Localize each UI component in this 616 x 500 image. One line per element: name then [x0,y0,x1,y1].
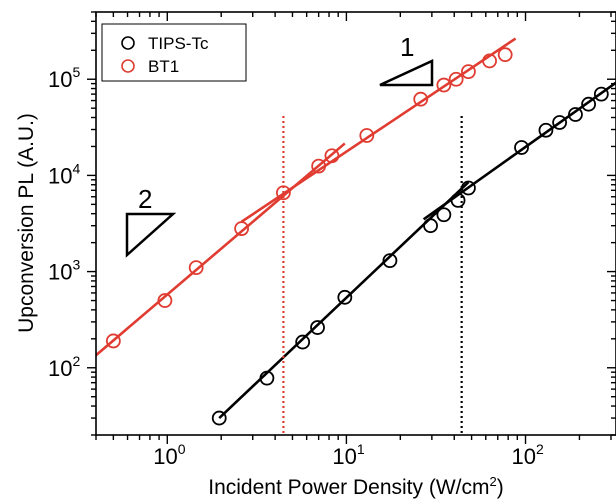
x-axis-title: Incident Power Density (W/cm2) [208,474,503,499]
x-tick-label: 102 [512,441,544,469]
slope-1-triangle [379,59,434,87]
x-tick-label: 100 [153,441,185,469]
legend-label-tips-tc: TIPS-Tc [148,34,209,53]
series-lines [95,37,616,420]
data-point-tips-tc [552,115,568,130]
data-point-bt1 [497,47,513,63]
data-point-tips-tc [514,140,529,155]
data-point-tips-tc [295,334,311,350]
x-axis-ticks: 100 101 102 [95,12,612,469]
data-point-tips-tc [310,320,325,335]
slope-1-label: 1 [400,32,414,62]
data-point-bt1 [359,128,375,143]
data-point-bt1 [413,91,429,107]
fit-line-tips-tc-2 [422,81,616,221]
data-point-tips-tc [423,218,438,234]
data-point-tips-tc [259,370,275,386]
data-point-tips-tc [211,410,227,426]
data-point-bt1 [482,53,497,69]
y-tick-label: 105 [48,64,80,92]
x-tick-label: 101 [332,441,364,469]
fit-line-bt1-2 [240,37,517,223]
data-point-tips-tc [461,180,476,196]
data-point-tips-tc [568,107,583,122]
y-tick-label: 103 [48,257,80,285]
threshold-lines [282,116,463,435]
x-axis-title-sup: 2 [490,474,497,489]
data-point-tips-tc [538,122,554,138]
y-tick-label: 104 [48,160,80,188]
slope-2-label: 2 [138,184,152,214]
data-points [105,47,609,426]
data-point-tips-tc [436,207,452,223]
data-point-bt1 [157,293,173,308]
data-point-bt1 [461,64,476,80]
legend-marker-bt1 [121,59,135,73]
data-point-bt1 [448,71,464,87]
data-point-bt1 [311,158,327,174]
legend-label-bt1: BT1 [148,57,179,76]
data-point-bt1 [324,148,340,164]
y-tick-label: 102 [48,353,80,381]
slope-1-annotation: 1 [379,32,434,87]
y-axis-ticks: 102 103 104 105 [48,11,616,436]
plot-frame [95,11,616,436]
legend-marker-tips-tc [121,36,135,50]
x-axis-title-main: Incident Power Density (W/cm [208,476,489,499]
data-point-tips-tc [337,289,353,305]
data-point-bt1 [105,333,121,349]
data-point-bt1 [188,260,204,276]
y-axis-title: Upconversion PL (A.U.) [15,113,38,333]
data-point-bt1 [234,221,250,236]
slope-2-annotation: 2 [125,184,177,258]
data-point-tips-tc [450,192,466,208]
data-point-tips-tc [593,86,609,102]
slope-2-triangle [125,212,177,258]
x-axis-title-end: ) [497,476,504,499]
data-point-bt1 [276,185,291,201]
legend: TIPS-Tc BT1 [101,23,247,82]
data-point-tips-tc [382,253,398,269]
data-point-bt1 [436,77,452,93]
fit-line-bt1-1 [95,142,346,357]
data-point-tips-tc [581,96,597,112]
